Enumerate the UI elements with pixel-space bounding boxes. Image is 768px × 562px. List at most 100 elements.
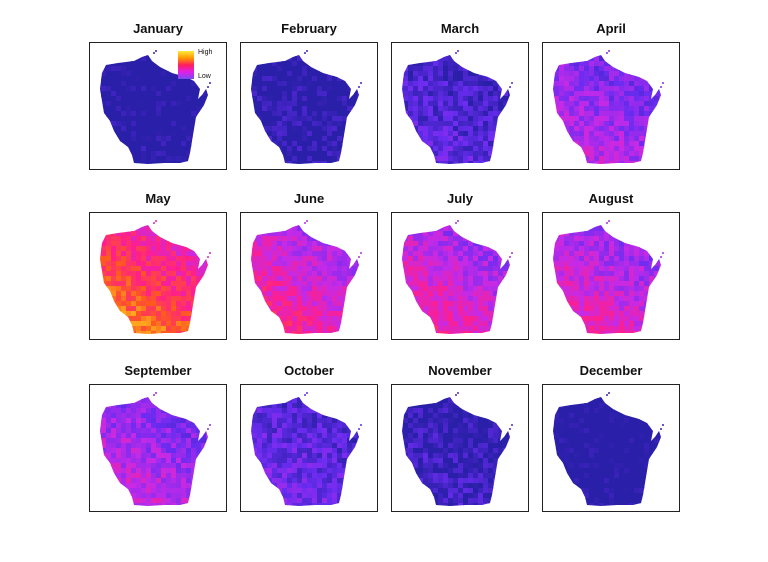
heat-cell [121,136,127,142]
heat-cell [579,331,585,334]
heat-cell [463,71,469,77]
heat-cell [267,231,273,237]
heat-cell [403,301,409,307]
heat-cell [111,296,117,302]
heat-cell [126,161,132,164]
heat-cell [277,326,283,332]
heat-cell [302,296,308,302]
heat-cell [549,336,555,339]
heat-cell [252,286,258,292]
heat-cell [317,321,323,327]
heat-cell [151,326,157,332]
heat-cell [634,321,640,327]
heat-cell [498,276,504,282]
heat-cell [156,403,162,409]
heat-cell [604,276,610,282]
heat-cell [136,443,142,449]
heat-cell [553,266,555,272]
heat-cell [297,106,303,112]
heat-cell [146,111,152,117]
heat-cell [619,161,625,164]
heat-cell [443,81,449,87]
heat-cell [131,251,137,257]
heat-cell [463,226,469,232]
heat-cell [186,231,192,237]
heat-cell [483,321,489,327]
heat-cell [498,121,504,127]
heat-cell [403,116,409,122]
heat-cell [141,296,147,302]
heat-cell [101,146,107,152]
heat-cell [654,106,660,112]
heat-cell [599,86,605,92]
heat-cell [649,231,655,237]
heat-cell [624,56,630,62]
heat-cell [614,141,620,147]
heat-cell [634,316,640,322]
heat-cell [629,311,635,317]
heat-cell [161,126,167,132]
heat-cell [402,156,404,162]
heat-cell [654,131,660,137]
heat-cell [297,266,303,272]
heat-cell [337,56,343,62]
heat-cell [473,225,479,227]
heat-cell [599,101,605,107]
heat-cell [317,76,323,82]
heat-cell [282,291,288,297]
heat-cell [604,301,610,307]
heat-cell [161,226,167,232]
heat-cell [287,86,293,92]
heat-cell [503,336,509,339]
heat-cell [624,76,630,82]
heat-cell [574,281,580,287]
heat-cell [513,136,519,142]
heat-cell [111,121,117,127]
heat-cell [307,321,313,327]
heat-cell [206,161,208,164]
heat-cell [624,241,630,247]
heat-cell [126,56,132,62]
heat-cell [201,316,207,322]
heat-cell [262,236,268,242]
heat-cell [453,266,459,272]
heat-cell [211,126,217,132]
heat-cell [357,291,359,297]
heat-cell [342,336,348,339]
heat-cell [176,166,182,169]
heat-cell [599,131,605,137]
heat-cell [287,301,293,307]
heat-cell [428,56,434,62]
heat-cell [564,271,570,277]
island-dot [509,86,511,88]
heat-cell [101,71,107,77]
heat-cell [423,141,429,147]
heat-cell [151,408,157,414]
heat-cell [257,61,263,67]
heat-cell [151,453,157,459]
heat-cell [121,166,127,169]
heat-cell [634,246,640,252]
heat-cell [277,56,283,62]
heat-cell [312,146,318,152]
heat-cell [453,276,459,282]
heat-cell [408,76,414,82]
heat-cell [116,61,122,67]
heat-cell [141,156,147,162]
heat-cell [156,126,162,132]
heat-cell [100,106,102,112]
heat-cell [191,438,197,444]
heat-cell [362,221,368,227]
heat-cell [322,225,328,227]
heat-cell [589,56,595,62]
heat-cell [106,423,112,429]
heat-cell [493,326,499,332]
heat-cell [584,131,590,137]
heat-cell [569,126,575,132]
heat-cell [186,311,192,317]
heat-cell [428,296,434,302]
heat-cell [584,56,590,62]
heat-cell [181,131,187,137]
heat-cell [564,286,570,292]
heat-cell [287,326,293,332]
